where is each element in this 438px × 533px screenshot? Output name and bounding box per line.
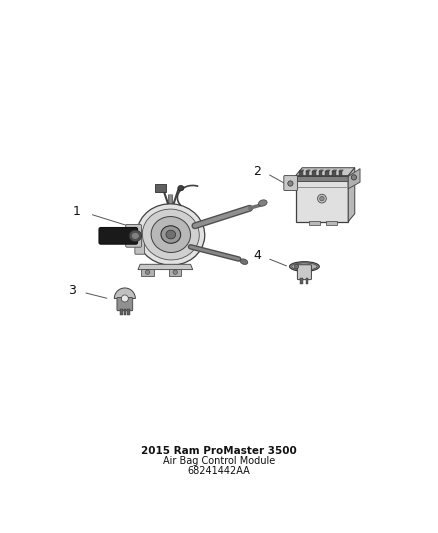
Bar — [339, 171, 342, 175]
Polygon shape — [332, 170, 337, 171]
Bar — [169, 269, 181, 276]
FancyBboxPatch shape — [155, 184, 166, 192]
FancyBboxPatch shape — [284, 175, 297, 190]
FancyBboxPatch shape — [126, 224, 141, 247]
Ellipse shape — [178, 185, 184, 191]
Ellipse shape — [258, 200, 267, 206]
Bar — [325, 171, 329, 175]
Bar — [306, 171, 309, 175]
Bar — [141, 269, 154, 276]
Text: 2: 2 — [254, 165, 261, 177]
Ellipse shape — [142, 209, 199, 260]
Ellipse shape — [137, 204, 205, 265]
Circle shape — [320, 197, 324, 201]
Polygon shape — [138, 264, 193, 270]
Polygon shape — [348, 168, 355, 222]
FancyBboxPatch shape — [117, 297, 133, 311]
Circle shape — [294, 264, 299, 269]
Polygon shape — [325, 170, 330, 171]
Text: 2015 Ram ProMaster 3500: 2015 Ram ProMaster 3500 — [141, 446, 297, 456]
Polygon shape — [319, 170, 324, 171]
FancyBboxPatch shape — [297, 265, 311, 280]
Ellipse shape — [290, 262, 319, 271]
Bar — [296, 175, 348, 181]
Wedge shape — [114, 288, 135, 298]
Ellipse shape — [292, 263, 317, 270]
Ellipse shape — [131, 232, 139, 239]
Ellipse shape — [129, 230, 141, 241]
Ellipse shape — [161, 226, 180, 243]
Polygon shape — [296, 168, 355, 175]
FancyBboxPatch shape — [135, 231, 145, 254]
Ellipse shape — [166, 230, 176, 239]
Text: 68241442AA: 68241442AA — [187, 466, 251, 475]
Bar — [300, 278, 303, 284]
Bar — [326, 221, 337, 225]
Text: 3: 3 — [68, 284, 76, 297]
Bar — [124, 310, 126, 315]
Polygon shape — [299, 170, 304, 171]
Bar — [309, 221, 320, 225]
Text: 4: 4 — [254, 249, 261, 262]
Bar — [306, 278, 308, 284]
Text: 1: 1 — [73, 205, 81, 218]
Ellipse shape — [151, 216, 191, 253]
FancyBboxPatch shape — [99, 228, 138, 244]
Bar — [312, 171, 316, 175]
Bar — [296, 175, 348, 222]
Bar — [120, 310, 123, 315]
Text: Air Bag Control Module: Air Bag Control Module — [163, 456, 275, 466]
Bar — [332, 171, 336, 175]
Polygon shape — [312, 170, 317, 171]
Circle shape — [351, 175, 357, 180]
Circle shape — [173, 270, 177, 274]
Bar — [299, 171, 303, 175]
Polygon shape — [306, 170, 311, 171]
Circle shape — [121, 295, 128, 302]
Circle shape — [145, 270, 150, 274]
Polygon shape — [339, 170, 343, 171]
Bar — [319, 171, 322, 175]
Polygon shape — [348, 168, 360, 189]
Ellipse shape — [240, 259, 248, 264]
Bar — [127, 310, 130, 315]
Circle shape — [288, 181, 293, 186]
Circle shape — [318, 194, 326, 203]
